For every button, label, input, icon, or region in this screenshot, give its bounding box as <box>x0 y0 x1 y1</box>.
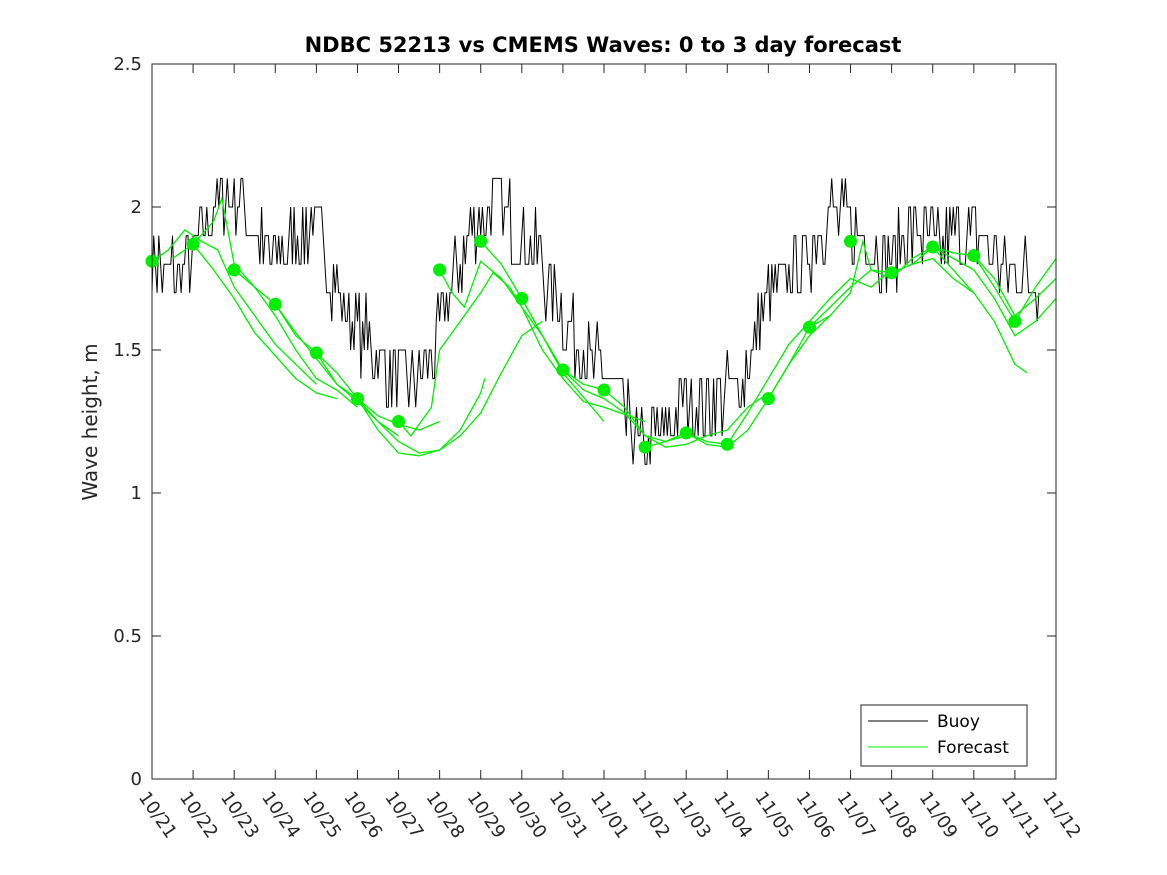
forecast-run-line <box>562 369 769 448</box>
forecast-run-line <box>891 246 1057 337</box>
buoy-series-line <box>151 177 1040 465</box>
forecast-run-line <box>315 352 486 457</box>
forecast-point <box>556 363 570 377</box>
forecast-point <box>474 234 488 248</box>
y-tick-label: 1 <box>131 483 142 504</box>
forecast-point <box>392 415 405 428</box>
y-axis-label: Wave height, m <box>78 343 102 500</box>
forecast-point <box>515 292 529 305</box>
forecast-point <box>309 346 323 360</box>
forecast-point <box>1008 314 1022 328</box>
forecast-run-line <box>644 315 831 448</box>
chart-title: NDBC 52213 vs CMEMS Waves: 0 to 3 day fo… <box>305 33 902 57</box>
forecast-point <box>761 392 775 406</box>
forecast-run-line <box>192 195 358 408</box>
forecast-point <box>638 440 652 454</box>
forecast-point <box>720 437 734 451</box>
forecast-point <box>597 383 611 397</box>
forecast-point <box>433 263 447 277</box>
forecast-points-layer <box>145 234 1022 454</box>
legend: Buoy Forecast <box>860 704 1028 767</box>
forecast-run-line <box>809 238 1028 374</box>
forecast-run-line <box>480 240 687 443</box>
forecast-point <box>679 426 693 440</box>
forecast-run-line <box>439 260 646 423</box>
buoy-series-layer <box>151 177 1040 465</box>
forecast-point <box>268 297 282 311</box>
forecast-run-line <box>151 229 317 385</box>
forecast-point <box>926 240 940 254</box>
forecast-point <box>351 392 364 406</box>
y-tick-label: 0 <box>131 769 142 790</box>
forecast-point <box>885 266 899 280</box>
forecast-point <box>844 234 857 248</box>
y-tick-label: 2.5 <box>113 54 142 75</box>
forecast-point <box>803 320 816 334</box>
forecast-point <box>227 263 241 277</box>
legend-buoy-label: Buoy <box>937 712 980 732</box>
y-tick-label: 0.5 <box>113 626 142 647</box>
legend-forecast-label: Forecast <box>937 738 1009 758</box>
forecast-run-line <box>357 320 543 454</box>
y-tick-label: 1.5 <box>113 340 142 361</box>
y-tick-label: 2 <box>131 197 142 218</box>
legend-box <box>860 704 1028 767</box>
forecast-run-line <box>172 243 338 400</box>
forecast-point <box>967 249 981 263</box>
forecast-run-line <box>932 246 1057 317</box>
forecast-point <box>186 237 200 251</box>
